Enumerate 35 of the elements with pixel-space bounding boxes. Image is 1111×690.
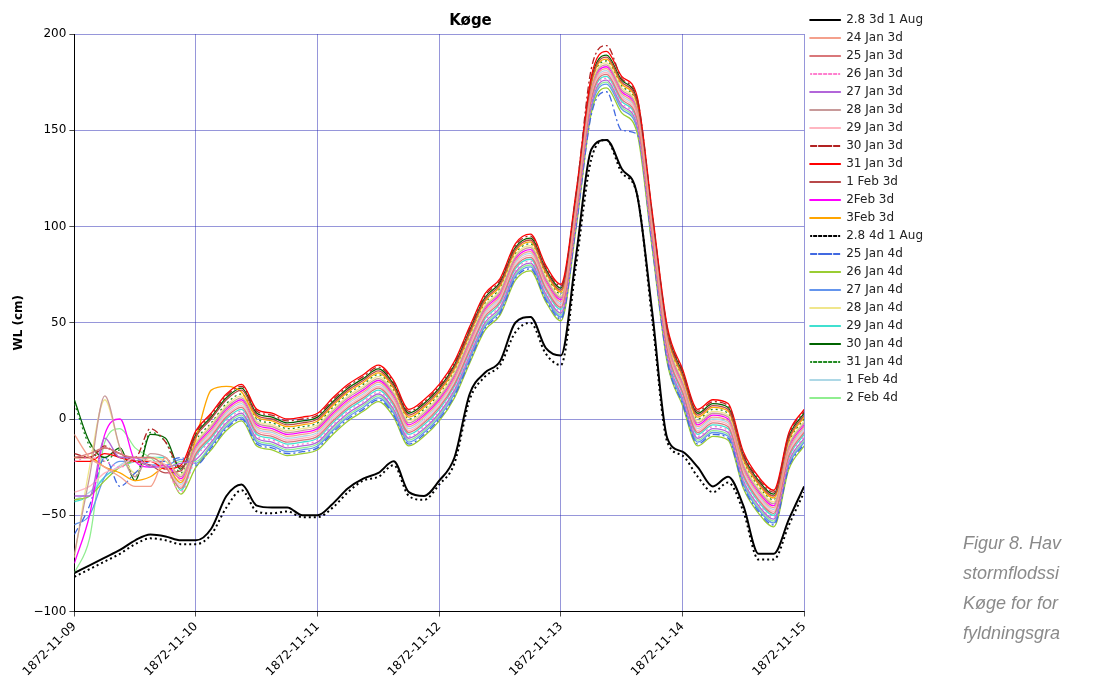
text: Figur 8. Hav [963, 532, 1063, 555]
y-tick-label: −100 [33, 603, 67, 618]
legend-label: 2 Feb 4d [846, 390, 898, 405]
legend-label: 3Feb 3d [846, 210, 895, 225]
legend-label: 25 Jan 4d [846, 246, 903, 261]
text: fyldningsgra [963, 622, 1062, 645]
legend-label: 1 Feb 4d [846, 372, 898, 387]
legend-label: 24 Jan 3d [846, 30, 903, 45]
legend-label: 31 Jan 3d [846, 156, 903, 171]
legend-label: 28 Jan 3d [846, 102, 903, 117]
legend-label: 29 Jan 3d [846, 120, 903, 135]
legend-label: 25 Jan 3d [846, 48, 903, 63]
legend-label: 28 Jan 4d [846, 300, 903, 315]
y-axis-title: WL (cm) [11, 294, 26, 351]
y-tick-label: −50 [41, 507, 67, 522]
legend-label: 1 Feb 3d [846, 174, 898, 189]
legend-label: 26 Jan 4d [846, 264, 903, 279]
y-tick-label: 100 [43, 218, 67, 233]
y-tick-label: 200 [43, 26, 67, 41]
y-tick-label: 50 [51, 314, 67, 329]
legend-label: 26 Jan 3d [846, 66, 903, 81]
text: Køge for for [963, 592, 1060, 615]
legend-label: 2Feb 3d [846, 192, 895, 207]
chart-title: Køge [449, 10, 492, 29]
legend-label: 30 Jan 3d [846, 138, 903, 153]
legend-label: 30 Jan 4d [846, 336, 903, 351]
legend-label: 31 Jan 4d [846, 354, 903, 369]
legend-label: 29 Jan 4d [846, 318, 903, 333]
legend-label: 27 Jan 3d [846, 84, 903, 99]
y-tick-label: 0 [58, 411, 67, 426]
y-tick-label: 150 [43, 122, 67, 137]
legend-label: 2.8 3d 1 Aug [846, 12, 924, 27]
legend-label: 2.8 4d 1 Aug [846, 228, 924, 243]
text: stormflodssi [963, 562, 1061, 585]
legend-label: 27 Jan 4d [846, 282, 903, 297]
